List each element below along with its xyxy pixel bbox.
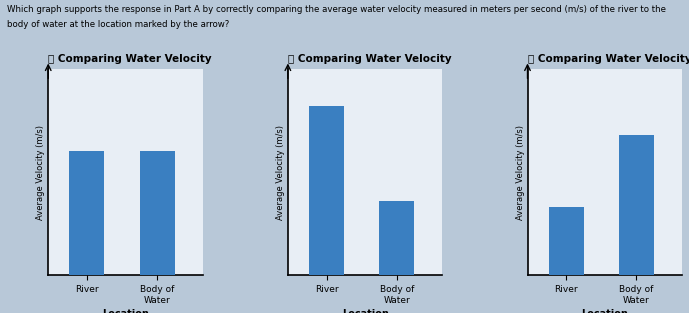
Text: body of water at the location marked by the arrow?: body of water at the location marked by … (7, 20, 229, 29)
Y-axis label: Average Velocity (m/s): Average Velocity (m/s) (516, 125, 525, 220)
Bar (619, 135, 654, 275)
Text: Ⓒ Comparing Water Velocity: Ⓒ Comparing Water Velocity (528, 54, 689, 64)
X-axis label: Location: Location (102, 309, 149, 313)
Bar (309, 106, 344, 275)
X-axis label: Location: Location (582, 309, 628, 313)
Bar (379, 201, 414, 275)
Bar (70, 151, 105, 275)
X-axis label: Location: Location (342, 309, 389, 313)
Bar (140, 151, 175, 275)
Y-axis label: Average Velocity (m/s): Average Velocity (m/s) (37, 125, 45, 220)
Text: Ⓑ Comparing Water Velocity: Ⓑ Comparing Water Velocity (288, 54, 451, 64)
Text: Which graph supports the response in Part A by correctly comparing the average w: Which graph supports the response in Par… (7, 5, 666, 14)
Text: Ⓐ Comparing Water Velocity: Ⓐ Comparing Water Velocity (48, 54, 212, 64)
Y-axis label: Average Velocity (m/s): Average Velocity (m/s) (276, 125, 285, 220)
Bar (548, 207, 584, 275)
